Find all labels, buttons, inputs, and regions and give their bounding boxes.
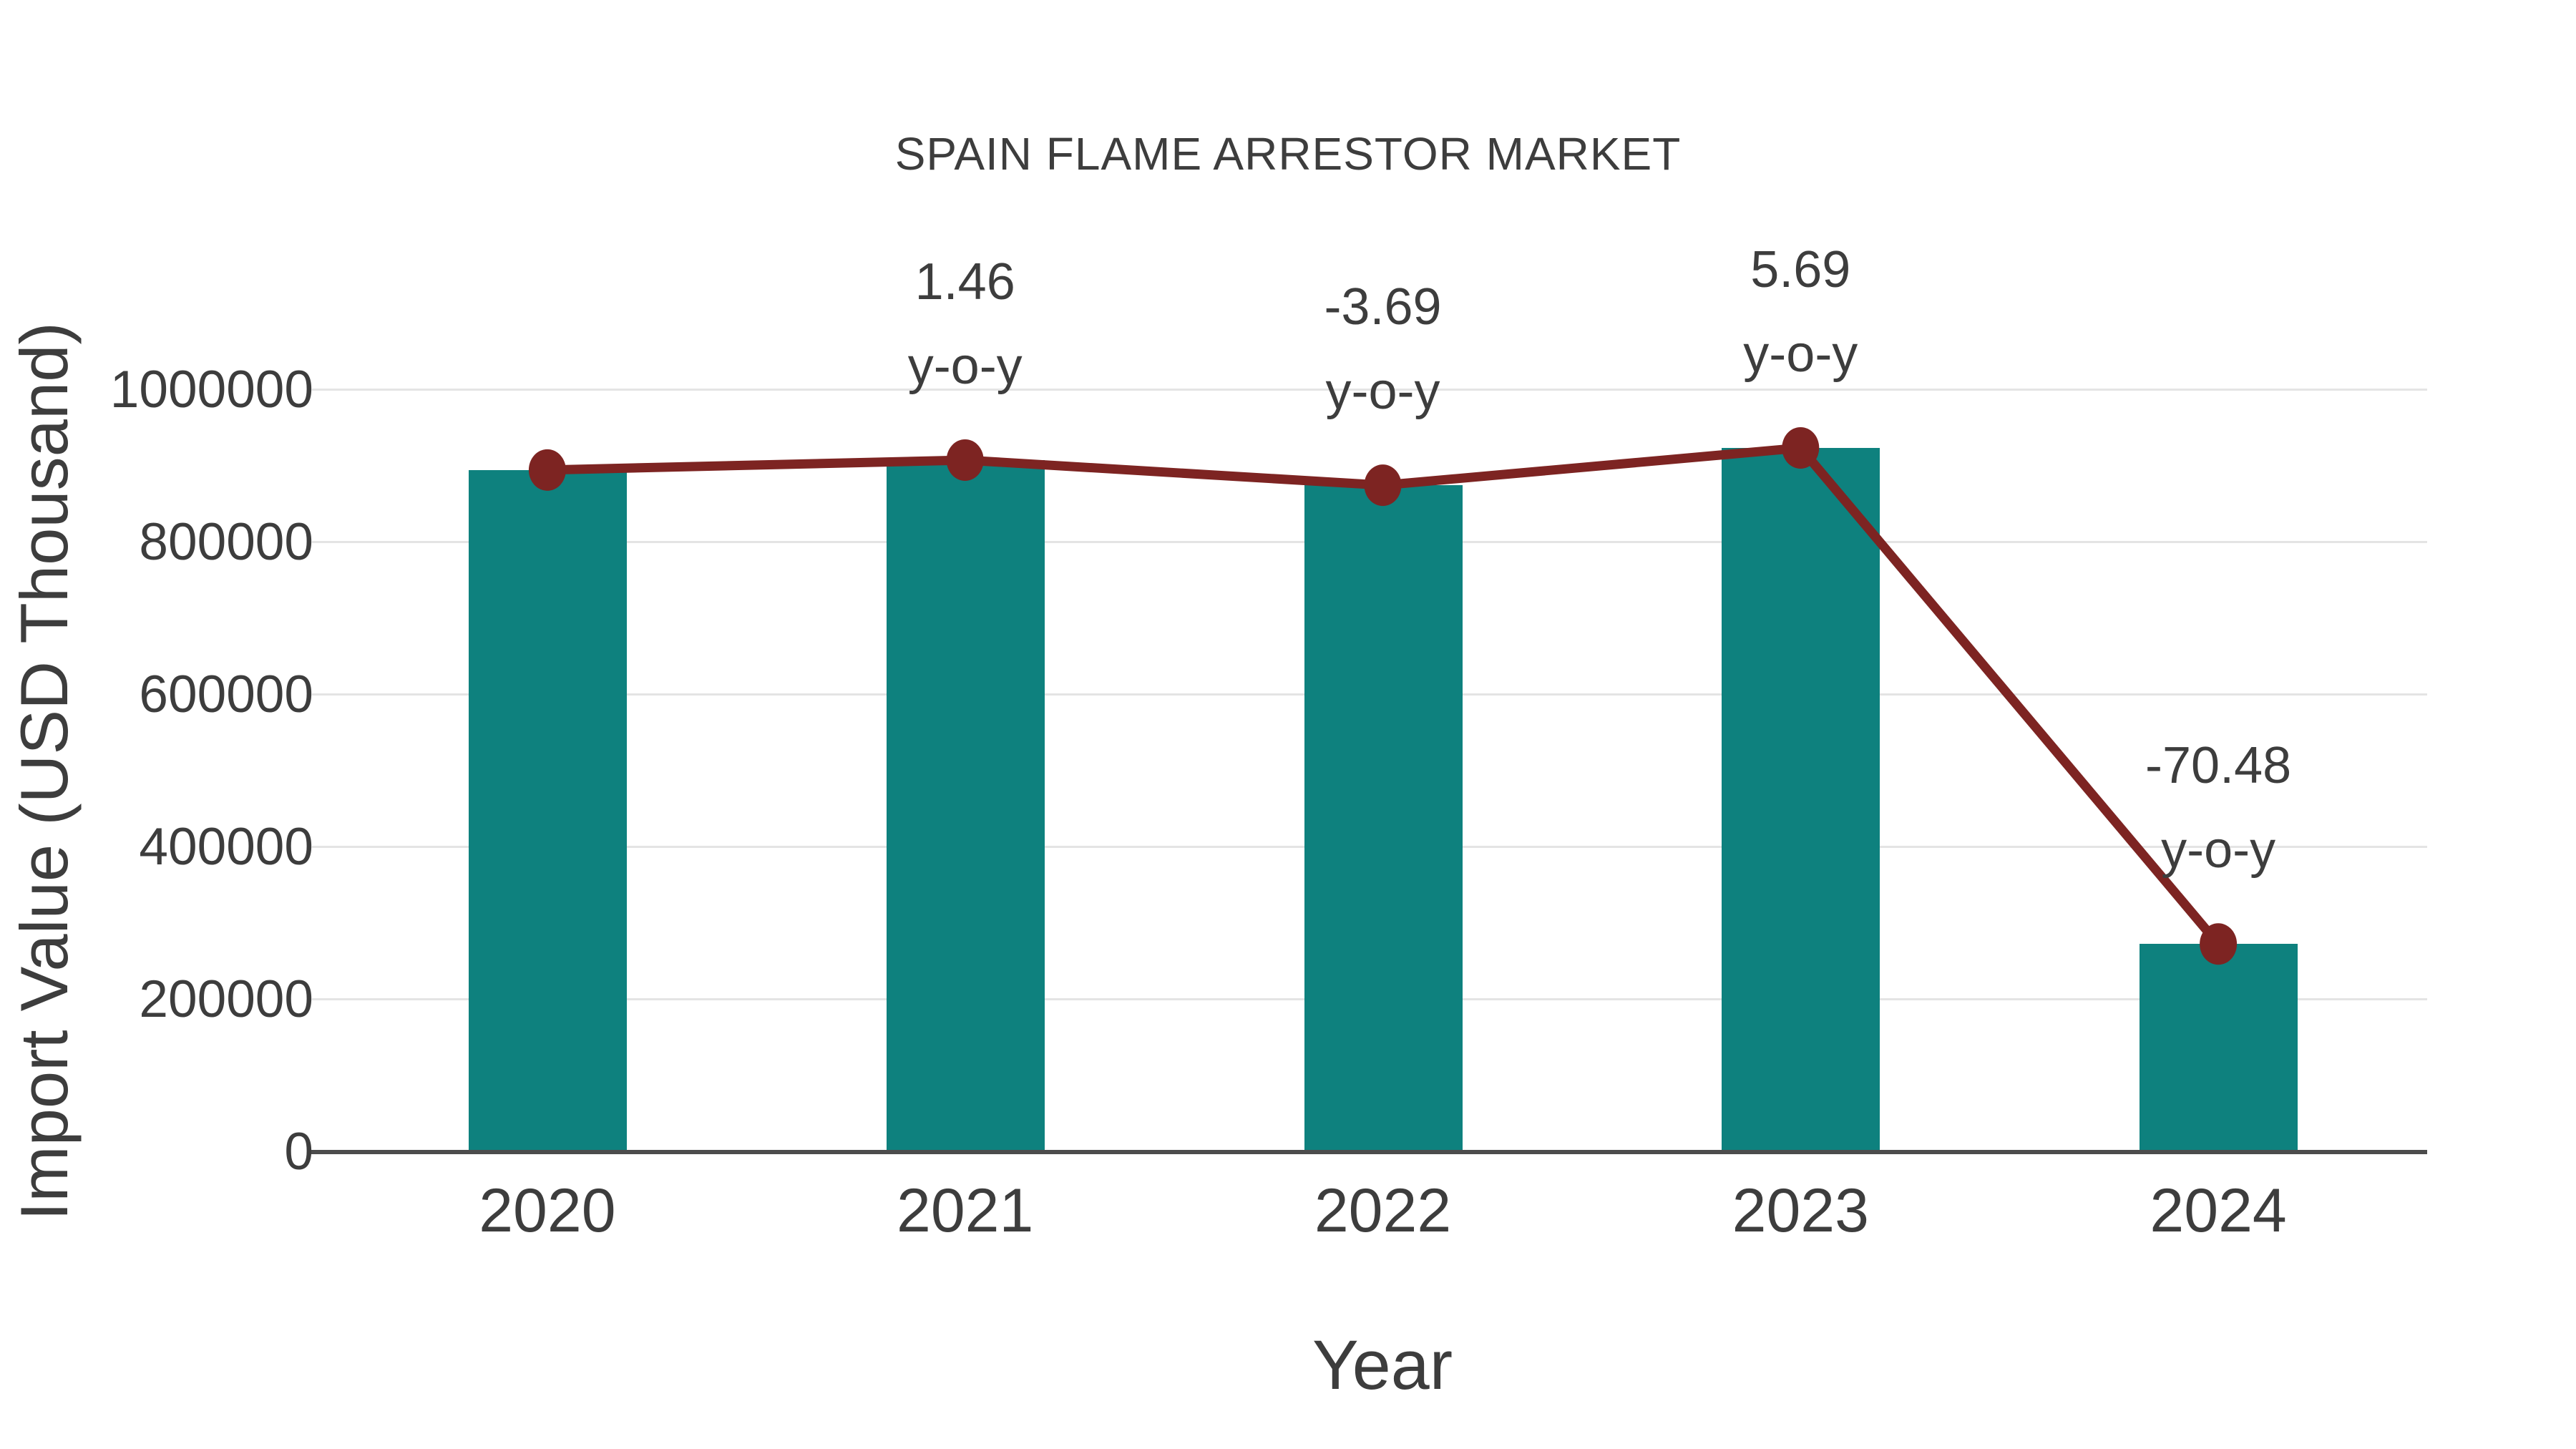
x-tick-label-2023: 2023	[1732, 1176, 1869, 1245]
yoy-annotation-2021: 1.46 y-o-y	[908, 240, 1023, 409]
yoy-value: 1.46	[914, 253, 1015, 311]
yoy-value: -3.69	[1324, 278, 1442, 336]
trend-line	[547, 443, 2223, 947]
y-tick-label: 400000	[139, 818, 313, 876]
yoy-value: -70.48	[2145, 737, 2292, 795]
marker-2024	[2200, 923, 2238, 965]
marker-2023	[1782, 426, 1820, 469]
bar-2023	[1722, 447, 1880, 1152]
y-tick-label: 600000	[139, 665, 313, 723]
yoy-label: y-o-y	[2161, 821, 2276, 879]
yoy-annotation-2022: -3.69 y-o-y	[1324, 265, 1441, 434]
marker-2020	[528, 449, 566, 491]
x-tick-label-2020: 2020	[479, 1176, 616, 1245]
bar-2021	[886, 459, 1045, 1152]
yoy-label: y-o-y	[907, 337, 1023, 395]
gridline-1000000	[311, 389, 2427, 391]
plot-area: 1.46 y-o-y -3.69 y-o-y 5.69 y-o-y -70.48 y-o-y	[311, 241, 2427, 1154]
yoy-value: 5.69	[1750, 240, 1851, 298]
yoy-annotation-2024: -70.48 y-o-y	[2145, 723, 2291, 892]
x-axis-line	[311, 1150, 2427, 1154]
chart-title: SPAIN FLAME ARRESTOR MARKET	[894, 128, 1682, 180]
x-tick-label-2024: 2024	[2150, 1176, 2287, 1245]
x-tick-label-2021: 2021	[897, 1176, 1034, 1245]
y-tick-label: 200000	[139, 970, 313, 1028]
yoy-label: y-o-y	[1743, 325, 1858, 383]
y-tick-label: 1000000	[109, 361, 313, 419]
bar-2020	[468, 469, 627, 1152]
trend-line-layer	[528, 426, 2238, 965]
x-tick-label-2022: 2022	[1314, 1176, 1452, 1245]
marker-2021	[946, 439, 984, 481]
bar-2024	[2140, 944, 2298, 1152]
bar-2022	[1304, 485, 1463, 1152]
yoy-label: y-o-y	[1325, 363, 1440, 421]
y-tick-label: 0	[284, 1123, 313, 1181]
yoy-annotation-2023: 5.69 y-o-y	[1743, 228, 1858, 396]
y-tick-label: 800000	[139, 513, 313, 571]
marker-2022	[1364, 464, 1402, 507]
x-axis-title: Year	[1312, 1326, 1453, 1404]
y-axis-title: Import Value (USD Thousand)	[6, 322, 82, 1221]
